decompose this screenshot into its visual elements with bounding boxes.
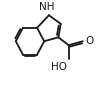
Text: O: O [86,36,94,46]
Text: HO: HO [51,62,67,72]
Text: NH: NH [39,2,55,12]
